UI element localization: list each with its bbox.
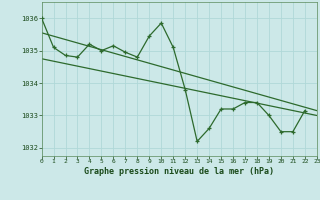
X-axis label: Graphe pression niveau de la mer (hPa): Graphe pression niveau de la mer (hPa) [84, 167, 274, 176]
